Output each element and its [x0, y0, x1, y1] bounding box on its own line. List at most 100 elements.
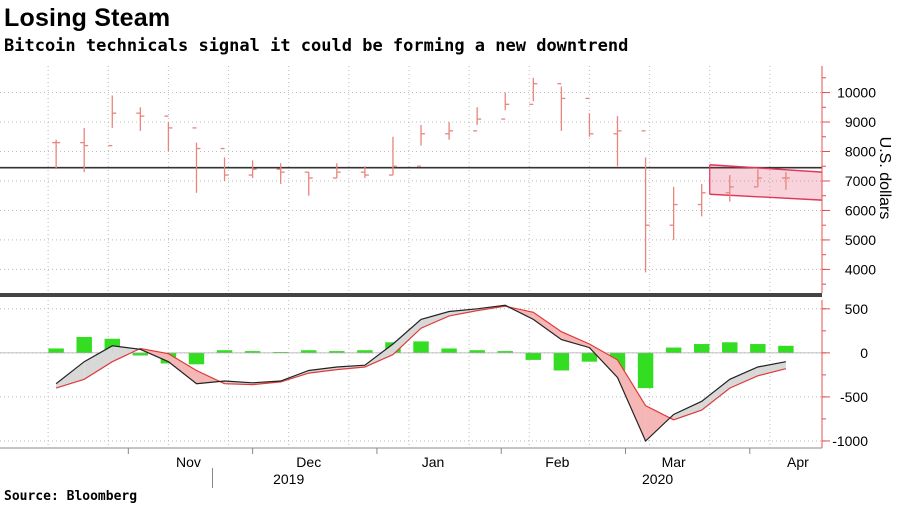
candle-bar [80, 127, 89, 173]
candle-bar [360, 166, 369, 179]
macd-line [55, 304, 787, 443]
x-tick-label: Jan [422, 454, 445, 470]
channel-lower-line [709, 193, 823, 201]
macd-signal-fill [757, 361, 786, 376]
candle-bar [136, 107, 145, 131]
x-tick-label: Mar [662, 454, 686, 470]
macd-histogram-bar [525, 352, 542, 360]
candle-bar [473, 107, 482, 132]
macd-histogram-bar [48, 348, 64, 353]
candle-bar [725, 175, 734, 202]
chart-title: Losing Steam [4, 4, 171, 32]
macd-signal-fill [112, 345, 141, 362]
macd-signal-fill [84, 345, 113, 380]
macd-histogram-bar [553, 352, 570, 371]
candle-bar [52, 139, 61, 170]
macd-signal-fill [729, 366, 758, 389]
macd-histogram-bar [132, 352, 149, 356]
macd-histogram-bar [750, 344, 766, 353]
grid-layer [0, 66, 822, 448]
x-tick-label: Feb [545, 454, 569, 470]
signal-line [55, 305, 787, 421]
price-tick-label: 8000 [845, 143, 876, 159]
macd-signal-fill [617, 359, 646, 441]
macd-histogram-bar [665, 347, 682, 353]
candle-bar [388, 136, 397, 176]
candle-bar [669, 186, 678, 240]
candle-bar [557, 83, 566, 131]
macd-signal-fill [701, 379, 730, 411]
macd-histogram-bar [693, 344, 710, 353]
macd-tick-label: -500 [840, 389, 868, 405]
macd-histogram-bar [357, 350, 373, 353]
macd-panel [0, 304, 822, 443]
macd-signal-fill [392, 319, 422, 355]
macd-signal-fill [421, 311, 450, 329]
macd-histogram-bar [497, 351, 513, 353]
candle-bar [529, 77, 538, 105]
macd-histogram-bar [469, 350, 485, 353]
candle-bar [304, 171, 313, 196]
candle-bar [613, 116, 622, 167]
macd-signal-fill [561, 331, 590, 348]
macd-signal-fill [589, 344, 618, 378]
macd-signal-fill [56, 361, 85, 389]
macd-histogram-bar [441, 348, 457, 353]
price-tick-label: 6000 [845, 202, 876, 218]
candle-bar [248, 160, 257, 179]
macd-signal-fill [533, 312, 562, 340]
price-panel [0, 77, 823, 273]
price-tick-label: 10000 [837, 85, 876, 101]
macd-histogram-bar [413, 341, 429, 353]
x-tick-label: Nov [176, 454, 201, 470]
candle-bar [641, 130, 650, 273]
candle-bar [781, 172, 790, 190]
macd-histogram-bar [581, 352, 598, 362]
macd-signal-fill [673, 401, 702, 420]
macd-histogram-bar [778, 345, 794, 353]
macd-histogram-bar [188, 352, 205, 365]
chart-subtitle: Bitcoin technicals signal it could be fo… [4, 36, 629, 56]
macd-tick-label: -1000 [832, 433, 868, 449]
candle-bar [417, 124, 426, 167]
macd-histogram-bar [272, 351, 289, 353]
macd-histogram-bar [329, 351, 345, 353]
candle-bar [697, 183, 706, 217]
y-axis-label: U.S. dollars [876, 137, 893, 220]
x-tick-label: Apr [787, 454, 809, 470]
macd-tick-label: 0 [860, 345, 868, 361]
macd-histogram-bar [216, 350, 233, 353]
price-tick-label: 7000 [845, 173, 876, 189]
candle-bar [164, 115, 173, 152]
macd-histogram-bar [76, 337, 92, 353]
price-tick-label: 4000 [845, 261, 876, 277]
channel-upper-line [709, 164, 823, 173]
price-tick-label: 9000 [845, 114, 876, 130]
panel-separator [0, 293, 822, 297]
candle-bar [501, 92, 510, 120]
price-tick-label: 5000 [845, 232, 876, 248]
macd-histogram-bar [722, 342, 738, 353]
candle-bar [332, 163, 341, 179]
macd-tick-label: 500 [845, 301, 869, 317]
axes: 400050006000700080009000100005000-500-10… [0, 66, 876, 488]
macd-histogram-bar [637, 352, 654, 389]
candle-bar [445, 122, 454, 140]
macd-signal-fill [308, 366, 337, 374]
downtrend-channel-fill [709, 164, 822, 201]
candle-bar [276, 163, 285, 184]
candle-bar [585, 97, 594, 137]
candle-bar [192, 127, 201, 193]
year-label: 2020 [642, 471, 673, 487]
macd-histogram-bar [301, 350, 317, 353]
macd-signal-fill [645, 405, 674, 441]
x-tick-label: Dec [296, 454, 321, 470]
macd-histogram-bar [244, 351, 261, 353]
candle-bar [220, 147, 229, 181]
macd-signal-fill [168, 353, 197, 384]
year-label: 2019 [273, 471, 304, 487]
source-note: Source: Bloomberg [4, 489, 138, 504]
candle-bar [108, 95, 117, 147]
candle-bar [753, 169, 762, 188]
